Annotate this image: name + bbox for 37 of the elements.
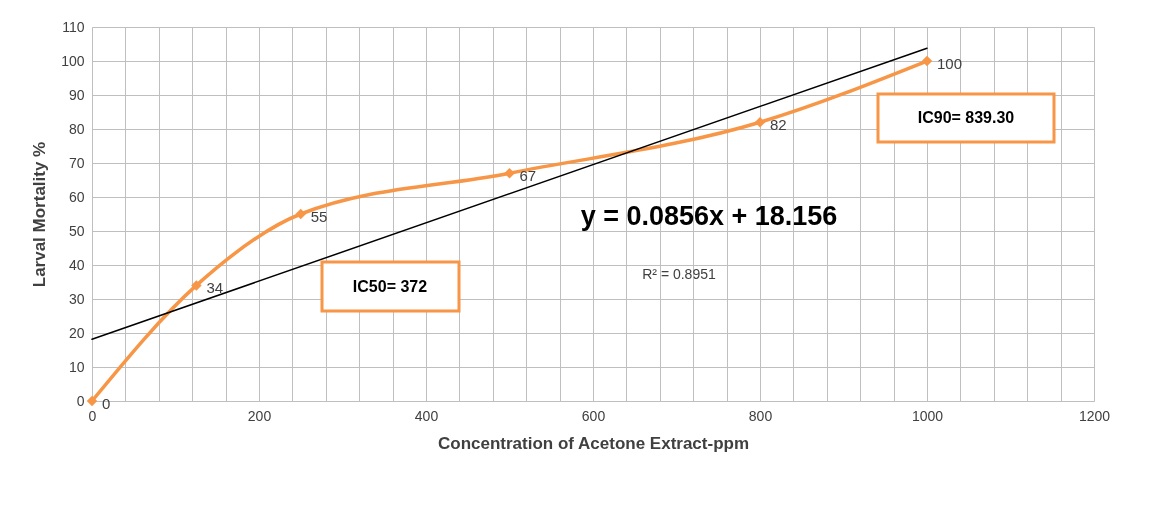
y-tick-label: 110	[62, 18, 85, 35]
x-axis-title: Concentration of Acetone Extract-ppm	[437, 433, 750, 453]
data-label: 100	[937, 55, 963, 72]
data-label: 34	[206, 279, 224, 297]
x-tick-label: 800	[748, 407, 773, 424]
y-tick-label: 50	[68, 222, 85, 239]
annotation: IC90= 839.30	[917, 109, 1015, 126]
point	[921, 55, 933, 67]
annotation: IC50= 372	[352, 278, 428, 295]
y-tick-label: 10	[68, 358, 85, 375]
x-tick-label: 1200	[1078, 407, 1111, 424]
y-tick-label: 30	[68, 290, 85, 307]
data-label: 82	[770, 116, 787, 134]
x-tick-label: 600	[581, 407, 606, 424]
point	[86, 395, 98, 407]
point	[754, 116, 766, 128]
data-label: 0	[102, 395, 111, 412]
data-label: 67	[519, 167, 537, 185]
point	[191, 280, 202, 291]
y-tick-label: 70	[68, 154, 85, 171]
annotation: y = 0.0856x + 18.156	[580, 201, 838, 231]
y-tick-label: 40	[68, 256, 85, 273]
point	[504, 167, 515, 179]
y-axis-title: Larval Mortality %	[30, 141, 50, 288]
y-tick-label: 80	[68, 120, 85, 137]
x-tick-label: 400	[414, 407, 439, 424]
x-tick-label: 0	[88, 407, 97, 424]
annotation: R² = 0.8951	[642, 266, 716, 282]
point	[295, 208, 306, 220]
x-tick-label: 1000	[911, 407, 944, 424]
x-tick-label: 200	[247, 407, 272, 424]
y-tick-label: 0	[76, 392, 85, 409]
y-tick-label: 100	[61, 52, 85, 69]
y-tick-label: 20	[68, 324, 85, 341]
y-tick-label: 60	[68, 188, 85, 205]
data-label: 55	[310, 208, 328, 225]
y-tick-label: 90	[68, 86, 85, 103]
